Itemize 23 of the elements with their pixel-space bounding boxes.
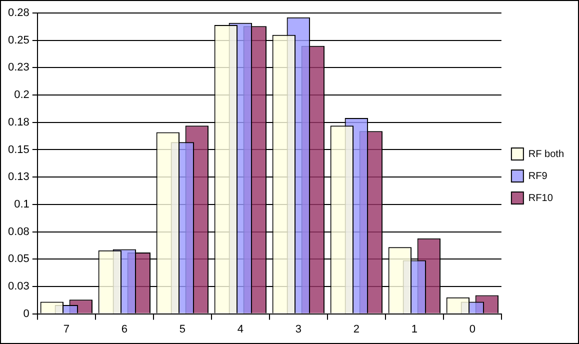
y-tick-label: 0 — [23, 308, 30, 320]
y-tick-label: 0.2 — [14, 89, 30, 102]
y-tick-label: 0.18 — [8, 116, 30, 128]
y-tick-label: 0.1 — [14, 198, 30, 210]
y-tick-label: 0.08 — [8, 226, 30, 238]
x-tick-label: 0 — [469, 323, 476, 336]
y-tick-label: 0.28 — [8, 7, 30, 20]
legend-label: RF10 — [528, 192, 554, 204]
y-tick-label: 0.15 — [8, 144, 30, 156]
x-tick-label: 2 — [353, 323, 360, 336]
x-tick-label: 1 — [411, 323, 418, 336]
y-tick-label: 0.03 — [8, 280, 30, 292]
y-tick-label: 0.25 — [8, 34, 30, 46]
y-tick-label: 0.13 — [8, 171, 30, 184]
x-tick-label: 7 — [63, 323, 70, 336]
x-tick-label: 5 — [179, 323, 186, 336]
x-tick-label: 3 — [295, 323, 302, 336]
y-tick-label: 0.05 — [8, 253, 30, 266]
legend-label: RF both — [528, 148, 564, 160]
legend-label: RF9 — [528, 170, 548, 182]
x-tick-label: 4 — [237, 323, 244, 336]
y-tick-label: 0.23 — [8, 62, 30, 74]
x-tick-label: 6 — [121, 323, 128, 336]
